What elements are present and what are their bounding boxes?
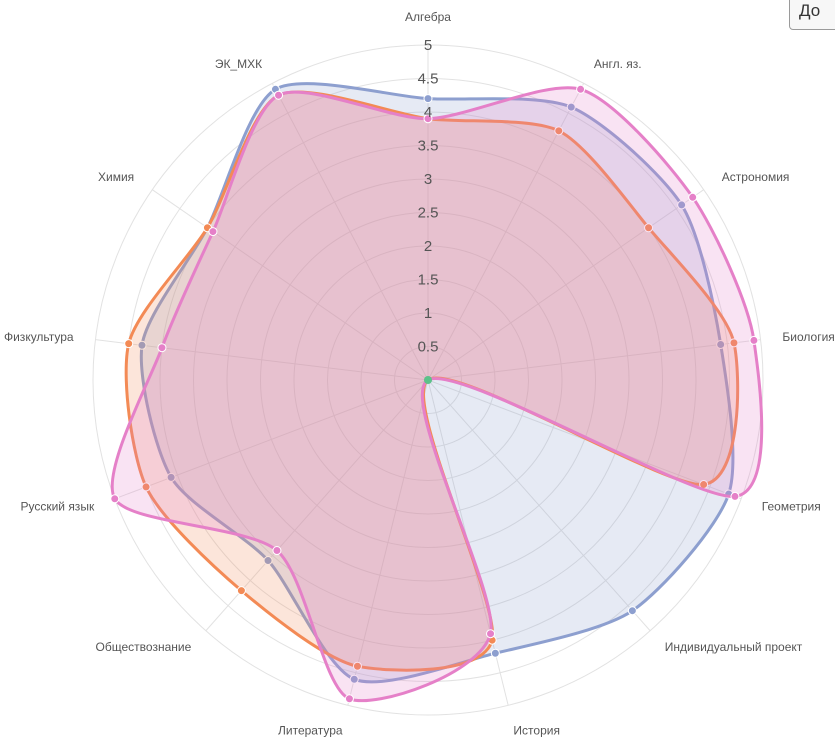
grid-spoke xyxy=(95,339,429,381)
tick-label: 4.5 xyxy=(418,71,439,88)
category-label: Обществознание xyxy=(96,640,192,654)
radar-grid xyxy=(92,44,764,716)
top-right-button[interactable]: До xyxy=(789,0,835,30)
data-point-orange[interactable] xyxy=(644,223,654,233)
data-point-blue[interactable] xyxy=(349,674,359,684)
data-point-blue[interactable] xyxy=(490,648,500,658)
tick-label: 2.5 xyxy=(418,205,439,222)
tick-label: 1.5 xyxy=(418,272,439,289)
center-point xyxy=(424,376,432,384)
category-label: Литература xyxy=(278,724,343,738)
data-point-orange[interactable] xyxy=(236,586,246,596)
tick-label: 3 xyxy=(424,171,432,188)
data-point-pink[interactable] xyxy=(423,114,433,124)
category-label: История xyxy=(513,724,560,738)
data-point-pink[interactable] xyxy=(576,84,586,94)
data-point-pink[interactable] xyxy=(272,546,282,556)
tick-label: 2 xyxy=(424,238,432,255)
radar-series xyxy=(110,82,764,704)
category-label: ЭК_МХК xyxy=(215,57,262,71)
data-point-blue[interactable] xyxy=(627,606,637,616)
series-pink xyxy=(110,84,764,704)
data-point-pink[interactable] xyxy=(110,494,120,504)
radar-labels: 0.5 1 1.5 2 2.5 3 3.5 4 4.5 5 Алгебра Англ. яз. Астр… xyxy=(4,10,835,738)
data-point-blue[interactable] xyxy=(566,102,576,112)
data-point-pink[interactable] xyxy=(749,335,759,345)
data-point-pink[interactable] xyxy=(688,192,698,202)
category-label: Индивидуальный проект xyxy=(665,640,803,654)
category-label: Химия xyxy=(98,170,134,184)
data-point-blue[interactable] xyxy=(263,556,273,566)
category-label: Русский язык xyxy=(20,500,94,514)
series-orange xyxy=(124,90,740,672)
data-point-orange[interactable] xyxy=(554,126,564,136)
data-point-orange[interactable] xyxy=(729,338,739,348)
category-label: Астрономия xyxy=(722,170,790,184)
data-point-blue[interactable] xyxy=(137,340,147,350)
data-point-blue[interactable] xyxy=(677,200,687,210)
category-label: Алгебра xyxy=(405,10,451,24)
data-point-pink[interactable] xyxy=(208,227,218,237)
data-point-pink[interactable] xyxy=(486,629,496,639)
data-point-pink[interactable] xyxy=(730,491,740,501)
grid-spoke xyxy=(152,189,429,381)
category-label: Биология xyxy=(782,330,834,344)
tick-label: 3.5 xyxy=(418,138,439,155)
grid-spoke xyxy=(427,339,761,381)
grid-spoke xyxy=(347,379,429,706)
data-point-orange[interactable] xyxy=(141,482,151,492)
data-point-pink[interactable] xyxy=(157,343,167,353)
data-point-blue[interactable] xyxy=(716,339,726,349)
tick-label: 4 xyxy=(424,104,432,121)
grid-spoke xyxy=(271,83,429,381)
data-point-blue[interactable] xyxy=(166,472,176,482)
grid-spoke xyxy=(427,189,704,381)
category-label: Геометрия xyxy=(762,500,821,514)
data-point-blue[interactable] xyxy=(423,94,433,104)
category-label: Англ. яз. xyxy=(594,57,642,71)
data-point-orange[interactable] xyxy=(124,339,134,349)
data-point-orange[interactable] xyxy=(352,661,362,671)
category-label: Физкультура xyxy=(4,330,74,344)
tick-label: 0.5 xyxy=(418,339,439,356)
tick-label: 5 xyxy=(424,37,432,54)
grid-spoke xyxy=(427,379,651,632)
data-point-pink[interactable] xyxy=(274,90,284,100)
data-point-pink[interactable] xyxy=(344,694,354,704)
tick-label: 1 xyxy=(424,305,432,322)
